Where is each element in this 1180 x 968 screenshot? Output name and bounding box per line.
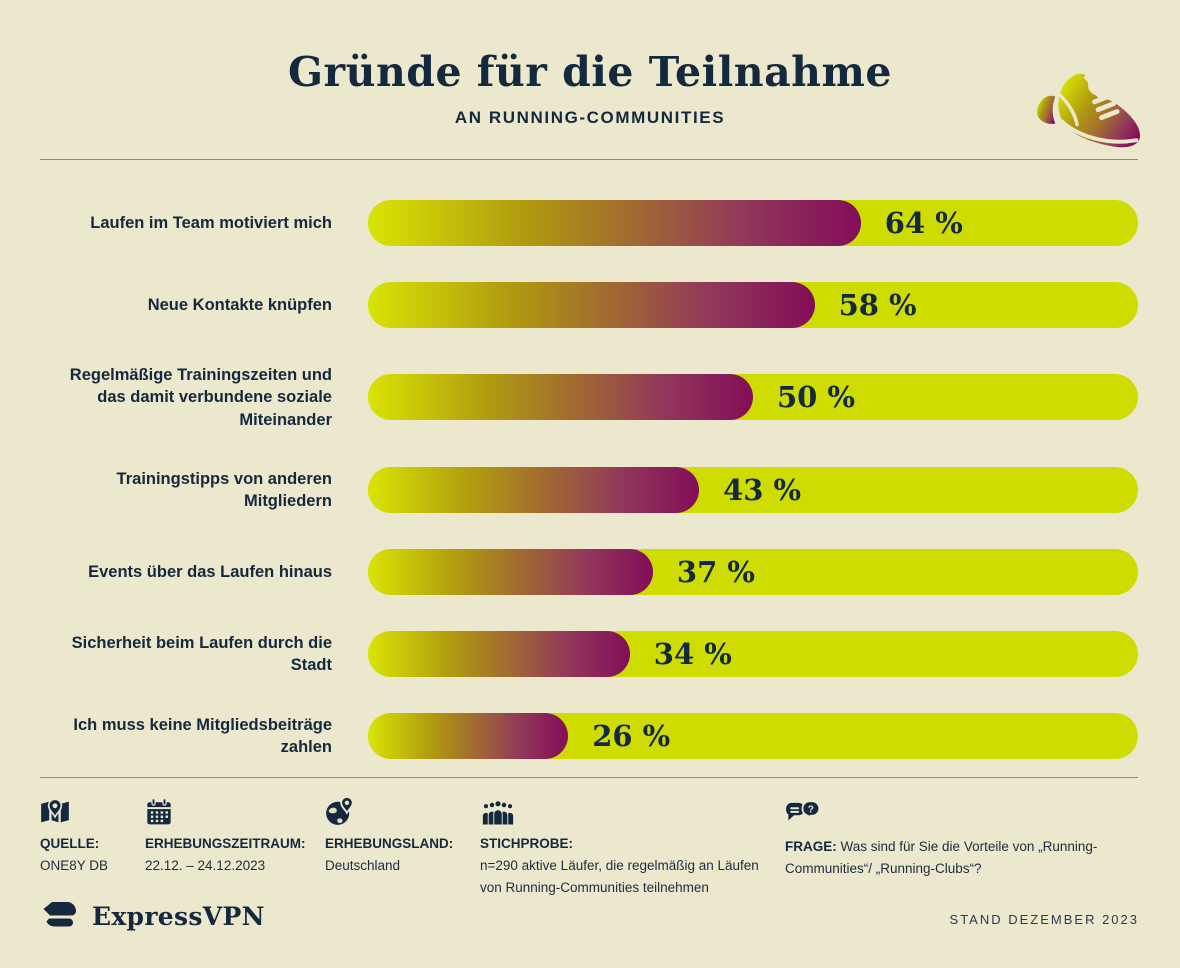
bar-fill	[368, 712, 569, 759]
brand-logo-text: ExpressVPN	[92, 901, 265, 931]
people-group-icon	[480, 794, 769, 826]
calendar-icon	[145, 794, 309, 826]
brand-logo: ExpressVPN	[40, 898, 265, 934]
meta-label: FRAGE:	[785, 839, 837, 854]
speech-bubbles-icon: ?	[785, 794, 1124, 826]
meta-label: STICHPROBE:	[480, 836, 574, 851]
meta-question: ? FRAGE: Was sind für Sie die Vorteile v…	[785, 794, 1140, 879]
bar-track: 34 %	[368, 630, 1138, 677]
bar-row: Neue Kontakte knüpfen 58 %	[40, 282, 1138, 328]
bar-label: Trainingstipps von anderen Mitgliedern	[116, 469, 332, 510]
bar-track: 43 %	[368, 466, 1138, 513]
meta-sample: STICHPROBE: n=290 aktive Läufer, die reg…	[480, 794, 785, 898]
bar-row: Events über das Laufen hinaus 37 %	[40, 548, 1138, 595]
meta-period: ERHEBUNGSZEITRAUM: 22.12. – 24.12.2023	[145, 794, 325, 877]
bar-value-label: 43 %	[723, 472, 802, 507]
svg-text:?: ?	[808, 804, 814, 815]
meta-value: Was sind für Sie die Vorteile von „Runni…	[785, 839, 1098, 876]
meta-value: ONE8Y DB	[40, 858, 109, 873]
footer-meta: QUELLE: ONE8Y DB ERHEBUNGSZEITRAUM:	[40, 794, 1140, 898]
bar-row: Ich muss keine Mitgliedsbeiträge zahlen …	[40, 712, 1138, 759]
bar-label: Events über das Laufen hinaus	[88, 562, 332, 581]
bar-value-label: 26 %	[592, 718, 671, 753]
bar-fill	[368, 630, 630, 677]
page-subtitle: AN RUNNING-COMMUNITIES	[454, 108, 726, 127]
bar-label: Ich muss keine Mitgliedsbeiträge zahlen	[73, 715, 332, 756]
bar-fill	[368, 200, 861, 246]
bar-track: 64 %	[368, 200, 1138, 246]
bar-value-label: 64 %	[884, 206, 963, 240]
bar-track: 37 %	[368, 548, 1138, 595]
bar-track: 58 %	[368, 282, 1138, 328]
bar-fill	[368, 466, 700, 513]
meta-country: ERHEBUNGSLAND: Deutschland	[325, 794, 480, 877]
bar-row: Laufen im Team motiviert mich 64 %	[40, 200, 1138, 246]
globe-pin-icon	[325, 794, 464, 826]
bar-value-label: 37 %	[676, 554, 755, 589]
bar-value-label: 34 %	[653, 636, 732, 671]
meta-label: QUELLE:	[40, 836, 100, 851]
running-shoe-icon	[1037, 73, 1140, 148]
map-pin-icon	[40, 794, 129, 826]
bar-label: Laufen im Team motiviert mich	[90, 213, 332, 232]
bar-row: Sicherheit beim Laufen durch die Stadt 3…	[40, 630, 1138, 677]
header-divider	[40, 159, 1138, 160]
expressvpn-logo-icon	[43, 902, 76, 927]
footer-divider	[40, 777, 1138, 778]
bar-row: Regelmäßige Trainingszeiten und das dami…	[40, 364, 1138, 431]
bar-label: Sicherheit beim Laufen durch die Stadt	[71, 633, 332, 674]
meta-value: Deutschland	[325, 858, 401, 873]
meta-label: ERHEBUNGSZEITRAUM:	[145, 836, 306, 851]
meta-value: n=290 aktive Läufer, die regelmäßig an L…	[480, 858, 759, 895]
bar-fill	[368, 374, 753, 421]
bar-fill	[368, 548, 653, 595]
bar-chart: Laufen im Team motiviert mich 64 % Neue …	[40, 200, 1138, 759]
bar-fill	[368, 282, 815, 328]
bar-row: Trainingstipps von anderen Mitgliedern 4…	[40, 466, 1138, 513]
meta-source: QUELLE: ONE8Y DB	[40, 794, 145, 877]
stand-date-label: STAND DEZEMBER 2023	[949, 912, 1139, 927]
bar-track: 26 %	[368, 712, 1138, 759]
bar-value-label: 58 %	[838, 288, 917, 322]
bar-label: Regelmäßige Trainingszeiten und das dami…	[69, 366, 332, 429]
header: Gründe für die Teilnahme AN RUNNING-COMM…	[0, 0, 1180, 128]
bar-label: Neue Kontakte knüpfen	[147, 295, 332, 314]
meta-label: ERHEBUNGSLAND:	[325, 836, 454, 851]
meta-value: 22.12. – 24.12.2023	[145, 858, 266, 873]
page-title: Gründe für die Teilnahme	[288, 48, 892, 96]
bar-value-label: 50 %	[777, 380, 856, 415]
bar-track: 50 %	[368, 374, 1138, 421]
